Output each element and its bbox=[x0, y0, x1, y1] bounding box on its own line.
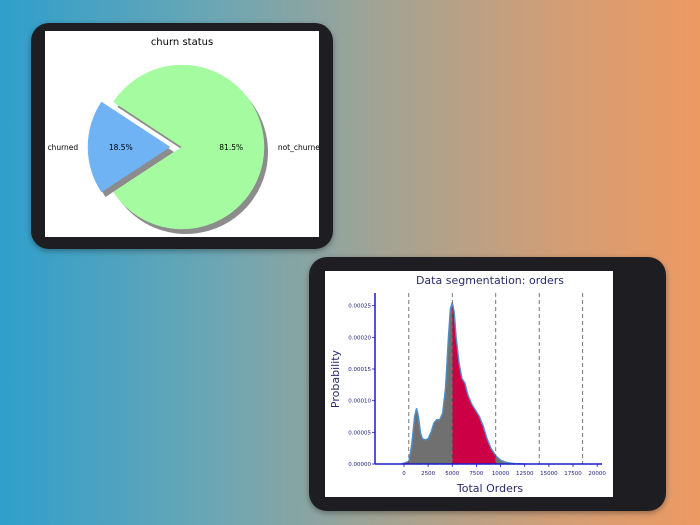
pie-pct-label-not-churned: 81.5% bbox=[219, 143, 243, 152]
pie-pct-label-churned: 18.5% bbox=[109, 143, 133, 152]
density-chart-panel: Data segmentation: orders Total Orders P… bbox=[325, 271, 613, 497]
y-tick-label: 0.00020 bbox=[348, 335, 371, 341]
y-tick-label: 0.00000 bbox=[348, 462, 371, 468]
pie-slice-not-churned bbox=[113, 64, 265, 230]
density-x-axis-label: Total Orders bbox=[456, 482, 523, 495]
pie-category-label-not-churned: not_churned bbox=[278, 143, 319, 152]
x-tick-label: 15000 bbox=[540, 471, 558, 477]
density-segment-fill bbox=[495, 455, 525, 464]
density-chart-card: Data segmentation: orders Total Orders P… bbox=[309, 257, 666, 511]
orders-density-chart: Data segmentation: orders Total Orders P… bbox=[329, 274, 606, 495]
pie-chart-card: churn status 18.5% churned 81.5% not_churne… bbox=[31, 23, 333, 249]
x-tick-label: 12500 bbox=[516, 471, 534, 477]
x-tick-label: 7500 bbox=[469, 471, 483, 477]
x-tick-label: 0 bbox=[402, 471, 406, 477]
pie-category-label-churned: churned bbox=[47, 143, 78, 152]
x-tick-label: 2500 bbox=[421, 471, 435, 477]
pie-title: churn status bbox=[151, 37, 213, 48]
pie-slice-churned bbox=[87, 101, 171, 193]
y-tick-label: 0.00005 bbox=[348, 430, 371, 436]
density-segment-fill bbox=[408, 302, 453, 464]
y-tick-label: 0.00010 bbox=[348, 399, 371, 405]
density-segment-fill bbox=[452, 302, 496, 464]
x-tick-label: 5000 bbox=[445, 471, 459, 477]
churn-pie-chart: churn status 18.5% churned 81.5% not_churne… bbox=[47, 37, 319, 234]
x-tick-label: 17500 bbox=[564, 471, 582, 477]
density-title: Data segmentation: orders bbox=[416, 274, 564, 287]
x-tick-label: 20000 bbox=[588, 471, 606, 477]
x-tick-label: 10000 bbox=[492, 471, 510, 477]
density-y-axis-label: Probability bbox=[329, 349, 342, 408]
pie-chart-panel: churn status 18.5% churned 81.5% not_churne… bbox=[45, 31, 319, 237]
y-tick-label: 0.00025 bbox=[348, 304, 371, 310]
y-tick-label: 0.00015 bbox=[348, 367, 371, 373]
